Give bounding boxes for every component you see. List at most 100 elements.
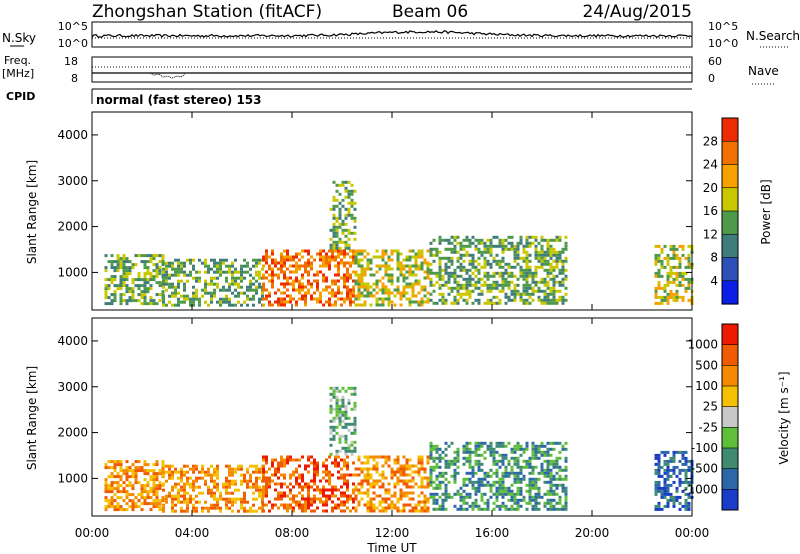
heatmap-cell — [501, 259, 505, 263]
heatmap-cell — [393, 506, 397, 510]
heatmap-cell — [498, 489, 502, 493]
heatmap-cell — [265, 294, 268, 298]
heatmap-cell — [313, 476, 316, 480]
heatmap-cell — [186, 258, 189, 262]
heatmap-cell — [119, 284, 123, 288]
heatmap-cell — [363, 461, 367, 465]
heatmap-cell — [192, 482, 195, 486]
heatmap-cell — [411, 464, 415, 468]
heatmap-cell — [537, 450, 541, 454]
heatmap-cell — [252, 482, 255, 486]
colorbar-swatch — [722, 427, 738, 449]
heatmap-cell — [258, 270, 261, 274]
x-tick-label: 08:00 — [275, 526, 310, 540]
heatmap-cell — [174, 497, 177, 501]
heatmap-cell — [459, 262, 463, 266]
heatmap-cell — [149, 278, 153, 282]
heatmap-cell — [474, 447, 478, 451]
heatmap-cell — [335, 401, 339, 405]
heatmap-cell — [349, 273, 352, 277]
heatmap-cell — [304, 482, 307, 486]
heatmap-cell — [492, 450, 496, 454]
heatmap-cell — [113, 275, 117, 279]
heatmap-cell — [486, 283, 490, 287]
heatmap-cell — [420, 255, 424, 259]
heatmap-cell — [329, 243, 333, 247]
heatmap-cell — [231, 482, 234, 486]
heatmap-cell — [390, 291, 394, 295]
heatmap-cell — [213, 497, 216, 501]
heatmap-cell — [280, 464, 283, 468]
heatmap-cell — [528, 253, 532, 257]
heatmap-cell — [344, 416, 348, 420]
heatmap-cell — [465, 289, 469, 293]
heatmap-cell — [304, 464, 307, 468]
heatmap-cell — [331, 282, 334, 286]
heatmap-cell — [444, 471, 448, 475]
heatmap-cell — [471, 486, 475, 490]
heatmap-cell — [366, 258, 370, 262]
heatmap-cell — [357, 279, 361, 283]
heatmap-cell — [483, 450, 487, 454]
heatmap-cell — [525, 253, 529, 257]
heatmap-cell — [292, 285, 295, 289]
heatmap-cell — [353, 431, 357, 435]
heatmap-cell — [681, 298, 685, 302]
heatmap-cell — [471, 259, 475, 263]
heatmap-cell — [489, 283, 493, 287]
heatmap-cell — [510, 241, 514, 245]
heatmap-cell — [453, 277, 457, 281]
heatmap-cell — [672, 504, 676, 508]
heatmap-cell — [378, 509, 382, 513]
heatmap-cell — [237, 300, 240, 304]
heatmap-cell — [531, 292, 535, 296]
heatmap-cell — [549, 477, 553, 481]
heatmap-cell — [477, 277, 481, 281]
heatmap-cell — [384, 270, 388, 274]
heatmap-cell — [119, 296, 123, 300]
heatmap-cell — [390, 300, 394, 304]
heatmap-cell — [435, 465, 439, 469]
heatmap-cell — [564, 474, 568, 478]
heatmap-cell — [528, 283, 532, 287]
heatmap-cell — [357, 264, 361, 268]
heatmap-cell — [375, 297, 379, 301]
heatmap-cell — [125, 466, 129, 470]
heatmap-cell — [125, 284, 129, 288]
heatmap-cell — [528, 295, 532, 299]
heatmap-cell — [447, 286, 451, 290]
heatmap-cell — [672, 498, 676, 502]
heatmap-cell — [292, 473, 295, 477]
heatmap-cell — [277, 497, 280, 501]
heatmap-cell — [249, 485, 252, 489]
heatmap-cell — [468, 495, 472, 499]
heatmap-cell — [289, 476, 292, 480]
heatmap-cell — [402, 288, 406, 292]
heatmap-cell — [435, 474, 439, 478]
heatmap-cell — [322, 476, 325, 480]
heatmap-cell — [246, 467, 249, 471]
heatmap-cell — [681, 453, 685, 457]
heatmap-cell — [158, 293, 162, 297]
heatmap-cell — [396, 255, 400, 259]
heatmap-cell — [343, 279, 346, 283]
heatmap-cell — [525, 489, 529, 493]
heatmap-cell — [672, 280, 676, 284]
heatmap-cell — [198, 297, 201, 301]
heatmap-cell — [405, 473, 409, 477]
heatmap-cell — [204, 288, 207, 292]
heatmap-cell — [534, 256, 538, 260]
heatmap-cell — [137, 254, 141, 258]
heatmap-cell — [158, 284, 162, 288]
heatmap-cell — [149, 490, 153, 494]
heatmap-cell — [280, 291, 283, 295]
heatmap-cell — [531, 507, 535, 511]
heatmap-cell — [357, 282, 361, 286]
heatmap-cell — [304, 294, 307, 298]
heatmap-cell — [128, 499, 132, 503]
heatmap-cell — [525, 483, 529, 487]
heatmap-cell — [393, 458, 397, 462]
heatmap-cell — [165, 494, 168, 498]
heatmap-cell — [534, 238, 538, 242]
